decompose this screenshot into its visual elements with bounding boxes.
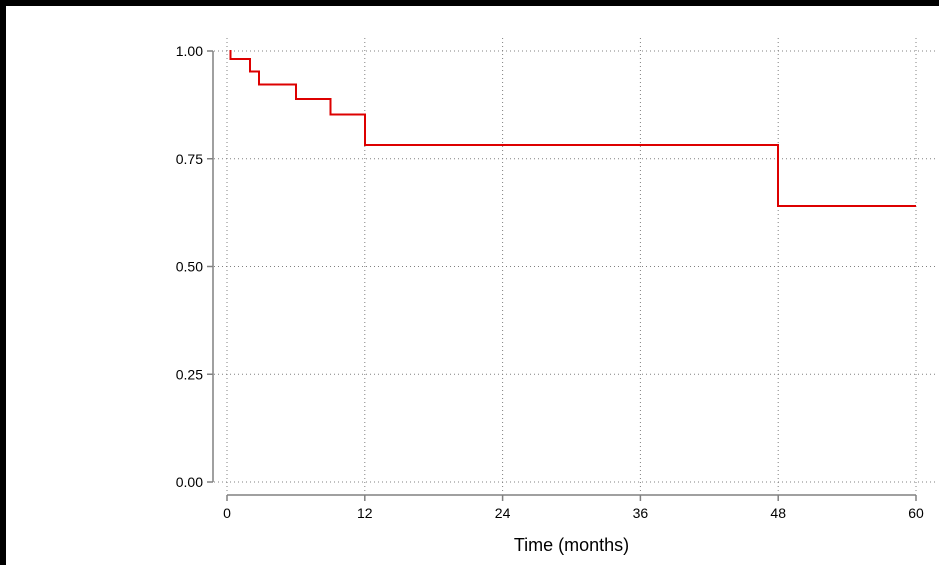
survival-chart: 0.00 0.25 0.50 0.75 1.00 0 12 24 36 48 60 Time (mon…	[176, 38, 936, 555]
x-tick-label-4: 48	[770, 505, 786, 521]
y-tick-label-1: 0.25	[176, 366, 203, 382]
x-tick-label-0: 0	[223, 505, 231, 521]
y-tick-label-2: 0.50	[176, 259, 203, 275]
y-tick-label-3: 0.75	[176, 151, 203, 167]
x-tick-label-1: 12	[357, 505, 373, 521]
series-line-0	[229, 50, 916, 208]
x-tick-label-3: 36	[633, 505, 649, 521]
x-tick-label-5: 60	[908, 505, 924, 521]
x-axis-title: Time (months)	[514, 535, 629, 555]
x-tick-label-2: 24	[495, 505, 511, 521]
y-tick-label-4: 1.00	[176, 43, 203, 59]
y-tick-label-0: 0.00	[176, 474, 203, 490]
